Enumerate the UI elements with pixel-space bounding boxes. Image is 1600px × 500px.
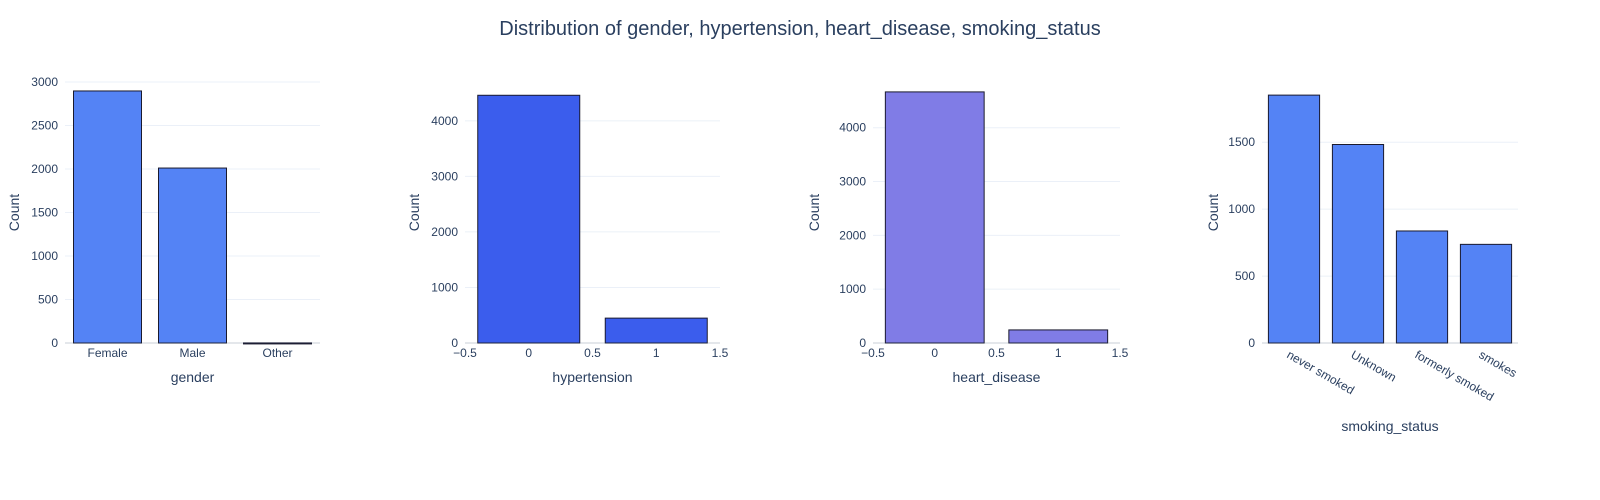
subplot-gender: 0 500 1000 1500 2000 2500 3000 Female Male Other g… <box>6 75 320 385</box>
x-tick-label: Unknown <box>1349 347 1399 384</box>
x-tick-label: 0 <box>525 346 532 360</box>
y-tick-label: 0 <box>859 336 866 350</box>
x-axis-title: hypertension <box>552 369 632 385</box>
y-tick-label: 1500 <box>1228 135 1255 149</box>
x-tick-label: 1 <box>1055 346 1062 360</box>
y-tick-label: 4000 <box>839 121 866 135</box>
x-tick-label: smokes <box>1477 347 1520 380</box>
y-tick-label: 2500 <box>31 119 58 133</box>
x-tick-label: 1.5 <box>1112 346 1129 360</box>
x-axis-title: smoking_status <box>1341 418 1438 434</box>
bar-1 <box>604 317 708 344</box>
figure-title: Distribution of gender, hypertension, he… <box>499 18 1101 40</box>
bar-smokes <box>1459 243 1513 344</box>
y-tick-label: 1000 <box>31 249 58 263</box>
y-tick-label: 1000 <box>839 282 866 296</box>
x-tick-label: 0 <box>931 346 938 360</box>
y-axis-title: Count <box>406 194 422 231</box>
y-tick-label: 1000 <box>431 280 458 294</box>
y-tick-label: 2000 <box>839 228 866 242</box>
bar-0 <box>884 91 985 344</box>
y-tick-label: 3000 <box>839 175 866 189</box>
bar-0 <box>477 94 581 344</box>
bar-Other <box>243 342 312 345</box>
y-tick-label: 1000 <box>1228 202 1255 216</box>
x-tick-label: never smoked <box>1285 347 1357 397</box>
y-tick-label: 0 <box>1248 336 1255 350</box>
y-tick-label: 2000 <box>31 162 58 176</box>
bar-Female <box>73 90 142 344</box>
x-tick-label: −0.5 <box>453 346 477 360</box>
y-tick-label: 500 <box>38 293 58 307</box>
y-tick-label: 4000 <box>431 114 458 128</box>
bar-1 <box>1008 329 1109 344</box>
y-tick-label: 3000 <box>31 75 58 89</box>
x-tick-label: 1 <box>653 346 660 360</box>
y-tick-label: 3000 <box>431 169 458 183</box>
x-axis-title: gender <box>171 369 215 385</box>
y-tick-label: 0 <box>451 336 458 350</box>
x-tick-label: Female <box>87 346 127 360</box>
y-tick-label: 2000 <box>431 225 458 239</box>
y-tick-label: 0 <box>51 336 58 350</box>
y-axis-title: Count <box>6 194 22 231</box>
x-tick-label: 0.5 <box>988 346 1005 360</box>
bar-never smoked <box>1267 94 1321 344</box>
x-tick-label: Other <box>262 346 292 360</box>
x-tick-label: Male <box>179 346 205 360</box>
x-tick-label: 0.5 <box>584 346 601 360</box>
bar-formerly smoked <box>1395 230 1449 344</box>
bar-Male <box>158 167 227 344</box>
x-axis-title: heart_disease <box>953 369 1041 385</box>
y-tick-label: 1500 <box>31 206 58 220</box>
y-tick-label: 500 <box>1235 269 1255 283</box>
x-tick-label: 1.5 <box>712 346 729 360</box>
y-axis-title: Count <box>806 194 822 231</box>
x-tick-label: −0.5 <box>861 346 885 360</box>
y-axis-title: Count <box>1205 194 1221 231</box>
bar-Unknown <box>1331 144 1385 344</box>
